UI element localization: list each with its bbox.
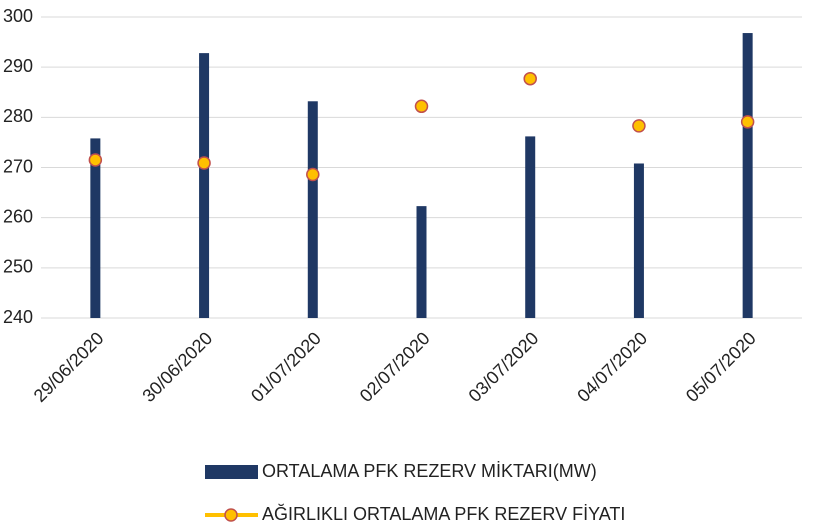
bar: [307, 101, 318, 318]
marker: [740, 115, 755, 129]
x-tick-label: 01/07/2020: [247, 328, 325, 406]
x-tick-label: 29/06/2020: [30, 328, 108, 406]
legend-swatch: [205, 465, 258, 479]
bar: [633, 163, 644, 318]
legend-marker: [224, 508, 238, 522]
marker: [306, 167, 320, 182]
marker: [523, 71, 537, 86]
marker: [88, 153, 103, 167]
y-tick-label: 250: [3, 257, 33, 277]
legend-label: AĞIRLIKLI ORTALAMA PFK REZERV FİYATI: [262, 503, 625, 524]
bar: [199, 53, 210, 319]
y-tick-label: 260: [3, 206, 33, 226]
bar: [90, 138, 101, 318]
bar: [525, 136, 536, 318]
legend-label: ORTALAMA PFK REZERV MİKTARI(MW): [262, 461, 597, 481]
x-tick-label: 30/06/2020: [138, 328, 216, 406]
y-tick-label: 270: [3, 156, 33, 176]
bar: [416, 206, 427, 318]
marker: [632, 119, 646, 133]
y-tick-label: 300: [3, 6, 33, 26]
y-tick-label: 290: [3, 56, 33, 76]
x-tick-label: 04/07/2020: [573, 328, 651, 406]
x-tick-label: 03/07/2020: [465, 328, 543, 406]
marker: [414, 99, 429, 114]
x-tick-label: 02/07/2020: [356, 328, 434, 406]
x-tick-label: 05/07/2020: [682, 328, 760, 406]
bar: [742, 33, 753, 318]
y-tick-label: 240: [3, 307, 33, 327]
marker: [197, 156, 211, 170]
y-tick-label: 280: [3, 106, 33, 126]
